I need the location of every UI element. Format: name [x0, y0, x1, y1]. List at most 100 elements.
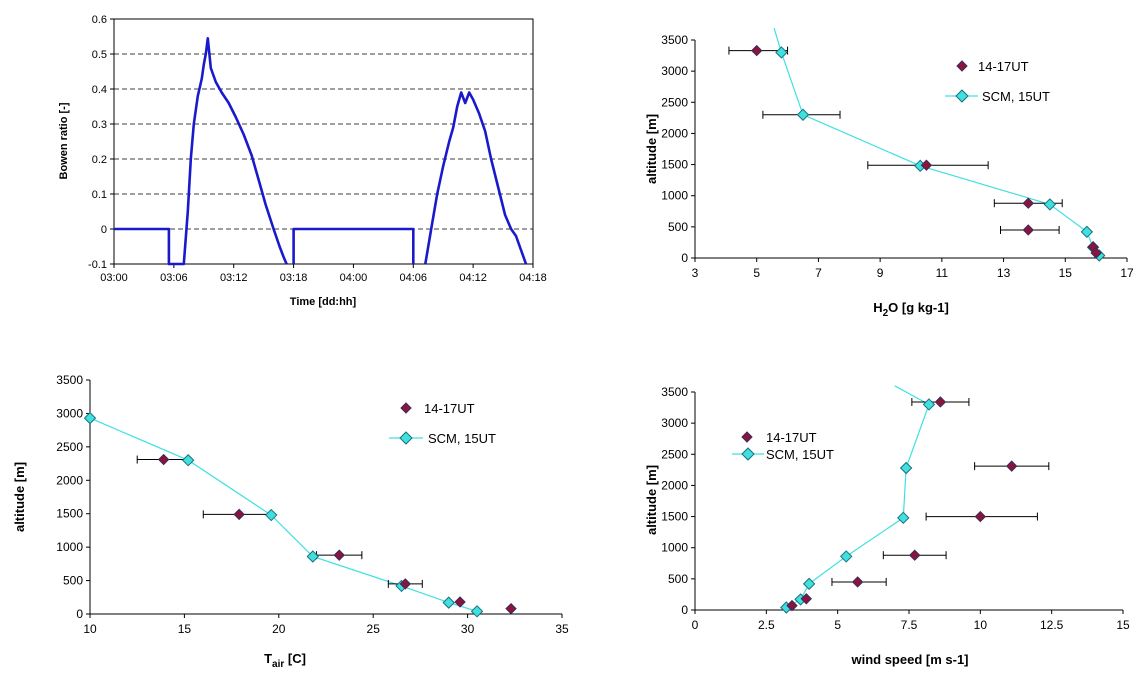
y-tick-label: 3000	[661, 416, 688, 430]
model-point	[775, 46, 788, 59]
model-point	[83, 411, 97, 425]
obs-point	[333, 549, 345, 561]
x-tick-label: 0	[692, 618, 699, 632]
x-axis-ticks: 03:00 03:06 03:12 03:18 04:00 04:06 04:12 04:18	[100, 264, 547, 284]
y-tick-label: 0	[681, 251, 688, 265]
obs-point	[751, 44, 763, 57]
obs-point	[505, 602, 517, 615]
y-tick-label: 3500	[661, 33, 688, 47]
y-tick-label: 500	[668, 572, 688, 586]
x-axis-ticks: 3 5 7 9 11 13 15 17	[692, 258, 1134, 280]
obs-point	[974, 510, 987, 523]
y-tick-label: 1500	[56, 507, 83, 521]
legend-label-obs: 14-17UT	[978, 59, 1029, 74]
y-tick-label: 1000	[661, 189, 688, 203]
legend-marker-model	[399, 431, 413, 445]
legend-marker-obs	[400, 402, 412, 414]
y-axis-label: altitude [m]	[644, 114, 659, 184]
obs-point	[1022, 224, 1034, 236]
y-axis-ticks: -0.1 0 0.1 0.2 0.3 0.4 0.5 0.6	[88, 14, 114, 271]
y-tick-label: 2500	[661, 95, 688, 109]
y-tick-label: 1000	[56, 540, 83, 554]
y-tick-label: 0	[681, 603, 688, 617]
y-tick-label: 3500	[56, 373, 83, 387]
x-axis-label: Time [dd:hh]	[290, 296, 357, 308]
legend-label-model: SCM, 15UT	[766, 447, 834, 462]
y-axis-label: Bowen ratio [-]	[58, 102, 70, 179]
x-tick-label: 03:12	[220, 272, 248, 284]
tair-series	[83, 411, 517, 618]
obs-point	[786, 599, 798, 612]
x-tick-label: 20	[272, 622, 286, 636]
model-line	[89, 417, 478, 612]
obs-point	[851, 576, 864, 588]
x-tick-label: 03:00	[100, 272, 128, 284]
wind-speed-profile-chart: 0 500 1000 1500 2000 2500 3000 3500 0 2.5 5 7.5 10 1…	[644, 385, 1130, 667]
y-tick-label: -0.1	[88, 259, 107, 271]
h2o-series	[728, 28, 1106, 262]
legend-label-obs: 14-17UT	[424, 401, 475, 416]
x-axis-label: H2O [g kg-1]	[873, 300, 949, 319]
obs-point	[800, 593, 812, 605]
x-tick-label: 17	[1120, 266, 1134, 280]
model-point	[897, 511, 910, 525]
y-axis-ticks: 0 500 1000 1500 2000 2500 3000 3500	[661, 385, 695, 617]
y-tick-label: 3500	[661, 385, 688, 399]
x-tick-label: 11	[936, 266, 949, 280]
legend: 14-17UT SCM, 15UT	[732, 430, 834, 462]
y-tick-label: 0.6	[92, 14, 107, 26]
model-point	[840, 550, 853, 563]
obs-point	[1006, 460, 1018, 472]
x-tick-label: 7	[815, 266, 822, 280]
x-axis-ticks: 10 15 20 25 30 35	[83, 614, 569, 636]
x-tick-label: 03:06	[160, 272, 188, 284]
x-tick-label: 35	[555, 622, 569, 636]
x-tick-label: 04:00	[340, 272, 368, 284]
obs-point	[454, 596, 466, 608]
y-tick-label: 500	[63, 574, 83, 588]
y-tick-label: 2500	[56, 440, 83, 454]
x-tick-label: 10	[83, 622, 97, 636]
x-tick-label: 15	[178, 622, 192, 636]
y-tick-label: 2500	[661, 447, 688, 461]
legend-marker-obs	[741, 431, 753, 443]
y-tick-label: 0	[76, 607, 83, 621]
x-tick-label: 10	[974, 618, 988, 632]
model-point	[442, 596, 455, 609]
model-line	[786, 385, 930, 609]
y-tick-label: 0.1	[92, 189, 107, 201]
y-tick-label: 0.5	[92, 49, 107, 61]
model-point	[899, 461, 913, 475]
x-tick-label: 04:06	[400, 272, 428, 284]
legend-marker-model	[955, 89, 969, 103]
y-tick-label: 0.3	[92, 119, 107, 131]
model-point	[265, 508, 278, 522]
model-point	[470, 605, 484, 618]
y-axis-ticks: 0 500 1000 1500 2000 2500 3000 3500	[56, 373, 90, 621]
legend: 14-17UT SCM, 15UT	[389, 401, 496, 446]
bowen-line	[292, 227, 415, 264]
tair-profile-chart: 0 500 1000 1500 2000 2500 3000 3500 10 15 20 25 30 3…	[12, 373, 569, 670]
x-axis-ticks: 0 2.5 5 7.5 10 12.5 15	[692, 610, 1130, 632]
model-point	[181, 454, 195, 467]
wind-series	[780, 385, 1050, 614]
model-point	[1043, 198, 1057, 211]
x-tick-label: 13	[997, 266, 1011, 280]
model-point	[796, 108, 810, 121]
model-point	[306, 550, 319, 563]
legend-label-model: SCM, 15UT	[982, 89, 1050, 104]
obs-point	[1022, 197, 1034, 209]
x-tick-label: 5	[753, 266, 760, 280]
x-axis-label: wind speed [m s-1]	[850, 652, 968, 667]
y-tick-label: 0.4	[92, 84, 107, 96]
y-axis-label: altitude [m]	[644, 465, 659, 535]
x-tick-label: 3	[692, 266, 699, 280]
plot-frame	[113, 18, 534, 265]
x-tick-label: 03:18	[280, 272, 308, 284]
obs-point	[399, 578, 412, 590]
model-point	[922, 398, 936, 411]
x-tick-label: 7.5	[901, 618, 918, 632]
obs-point	[908, 549, 921, 561]
y-axis-label: altitude [m]	[12, 462, 27, 532]
